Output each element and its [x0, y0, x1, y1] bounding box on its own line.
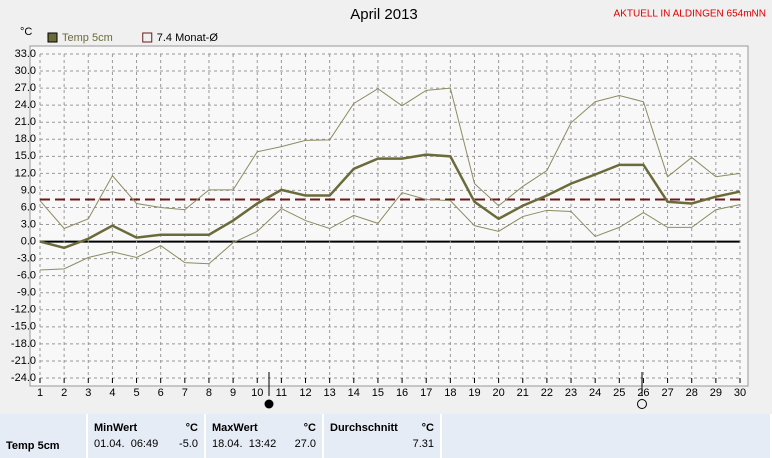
unit: °C	[185, 422, 198, 434]
x-tick-label: 27	[661, 387, 673, 399]
chart: April 2013 AKTUELL IN ALDINGEN 654mNN °C…	[11, 6, 766, 409]
y-tick-label: 3.0	[21, 218, 36, 230]
cell: MaxWert °C 18.04. 13:42 27.0	[206, 414, 324, 458]
y-tick-label: -6.0	[17, 270, 36, 282]
series-line	[39, 192, 741, 271]
x-tick-label: 24	[589, 387, 601, 399]
x-tick-label: 29	[710, 387, 722, 399]
y-tick-label: -21.0	[11, 355, 36, 367]
x-tick-label: 14	[348, 387, 360, 399]
x-tick-label: 11	[276, 387, 287, 399]
stat-title: MaxWert	[212, 422, 258, 434]
y-tick-label: -9.0	[17, 287, 36, 299]
plot-frame	[29, 45, 749, 387]
x-tick-label: 13	[324, 387, 336, 399]
x-tick-label: 4	[109, 387, 115, 399]
x-tick-label: 10	[251, 387, 263, 399]
row-label-cell: Temp 5cm	[0, 414, 88, 458]
x-tick-label: 8	[206, 387, 212, 399]
x-tick-label: 9	[230, 387, 236, 399]
cell: Durchschnitt °C 7.31	[324, 414, 442, 458]
stats-table: Temp 5cm MinWert °C 01.04. 06:49 -5.0 MaxWer…	[0, 414, 772, 458]
series-line	[39, 87, 741, 230]
y-tick-label: 24.0	[15, 99, 36, 111]
x-tick-label: 30	[734, 387, 746, 399]
x-tick-label: 1	[37, 387, 43, 399]
y-tick-label: -12.0	[11, 304, 36, 316]
stat-title: Durchschnitt	[330, 422, 398, 434]
x-tick-label: 28	[686, 387, 698, 399]
x-tick-label: 19	[468, 387, 480, 399]
y-tick-label: 9.0	[21, 184, 36, 196]
y-tick-label: 18.0	[15, 133, 36, 145]
y-tick-label: -24.0	[11, 372, 36, 384]
unit: °C	[303, 422, 316, 434]
y-tick-label: 21.0	[15, 116, 36, 128]
y-tick-label: 27.0	[15, 82, 36, 94]
y-tick-label: 33.0	[15, 48, 36, 60]
x-tick-label: 6	[158, 387, 164, 399]
y-unit: °C	[20, 26, 32, 38]
y-tick-label: 12.0	[15, 167, 36, 179]
x-tick-label: 3	[85, 387, 91, 399]
x-tick-label: 17	[420, 387, 432, 399]
val: -5.0	[179, 438, 198, 450]
x-tick-label: 5	[133, 387, 139, 399]
unit: °C	[421, 422, 434, 434]
y-tick-label: 0.0	[21, 235, 36, 247]
x-tick-label: 26	[637, 387, 649, 399]
legend-swatch	[142, 32, 153, 43]
dt: 01.04. 06:49	[94, 438, 159, 450]
empty-cell	[442, 414, 772, 458]
x-tick-label: 23	[565, 387, 577, 399]
x-tick-label: 20	[492, 387, 504, 399]
val: 7.31	[412, 438, 434, 450]
stat-title: MinWert	[94, 422, 138, 434]
subtitle: AKTUELL IN ALDINGEN 654mNN	[614, 9, 766, 20]
legend-label: Temp 5cm	[62, 32, 113, 44]
x-tick-label: 18	[444, 387, 456, 399]
legend-swatch	[47, 32, 58, 43]
new-moon-icon	[637, 399, 647, 409]
chart-title: April 2013	[350, 6, 418, 23]
x-tick-label: 21	[517, 387, 529, 399]
y-tick-label: -3.0	[17, 253, 36, 265]
y-tick-label: 15.0	[15, 150, 36, 162]
legend-label: 7.4 Monat-Ø	[157, 32, 219, 44]
cell: MinWert °C 01.04. 06:49 -5.0	[88, 414, 206, 458]
x-tick-label: 22	[541, 387, 553, 399]
row-label: Temp 5cm	[6, 440, 60, 452]
series-line	[39, 153, 741, 250]
x-tick-label: 2	[61, 387, 67, 399]
full-moon-icon	[264, 399, 274, 409]
x-tick-label: 25	[613, 387, 625, 399]
x-tick-label: 7	[182, 387, 188, 399]
y-tick-label: 6.0	[21, 201, 36, 213]
x-tick-label: 12	[299, 387, 311, 399]
x-tick-label: 15	[372, 387, 384, 399]
y-tick-label: 30.0	[15, 65, 36, 77]
dt: 18.04. 13:42	[212, 438, 277, 450]
y-tick-label: -15.0	[11, 321, 36, 333]
val: 27.0	[294, 438, 316, 450]
x-tick-label: 16	[396, 387, 408, 399]
y-tick-label: -18.0	[11, 338, 36, 350]
